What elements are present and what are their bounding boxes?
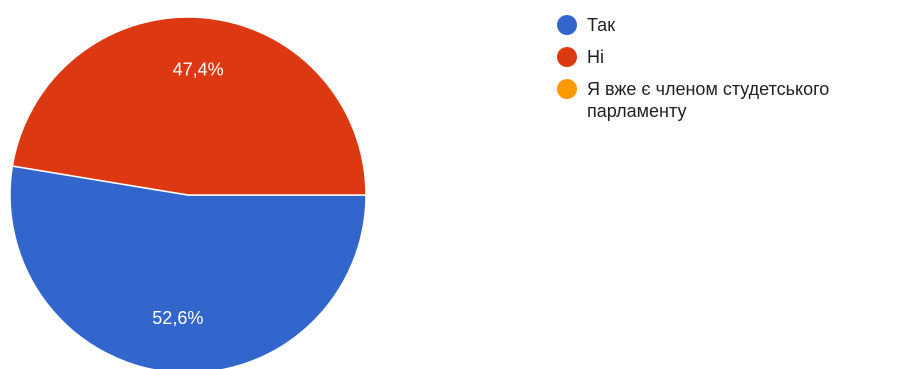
legend-item-ni[interactable]: Ні <box>557 46 907 68</box>
legend-label-member: Я вже є членом студетського парламенту <box>587 79 830 121</box>
legend-swatch-ni <box>557 47 577 67</box>
chart-legend: Так Ні Я вже є членом студетського парла… <box>557 14 907 132</box>
legend-swatch-member <box>557 79 577 99</box>
pie-slice-1[interactable] <box>11 16 367 196</box>
slice-data-label-0: 52,6% <box>152 308 203 328</box>
legend-item-tak[interactable]: Так <box>557 14 907 36</box>
slice-data-label-1: 47,4% <box>173 60 224 80</box>
pie-slice-0[interactable] <box>9 165 367 369</box>
legend-swatch-tak <box>557 15 577 35</box>
legend-item-member[interactable]: Я вже є членом студетського парламенту <box>557 78 907 122</box>
legend-label-ni: Ні <box>587 47 604 67</box>
legend-label-tak: Так <box>587 15 616 35</box>
